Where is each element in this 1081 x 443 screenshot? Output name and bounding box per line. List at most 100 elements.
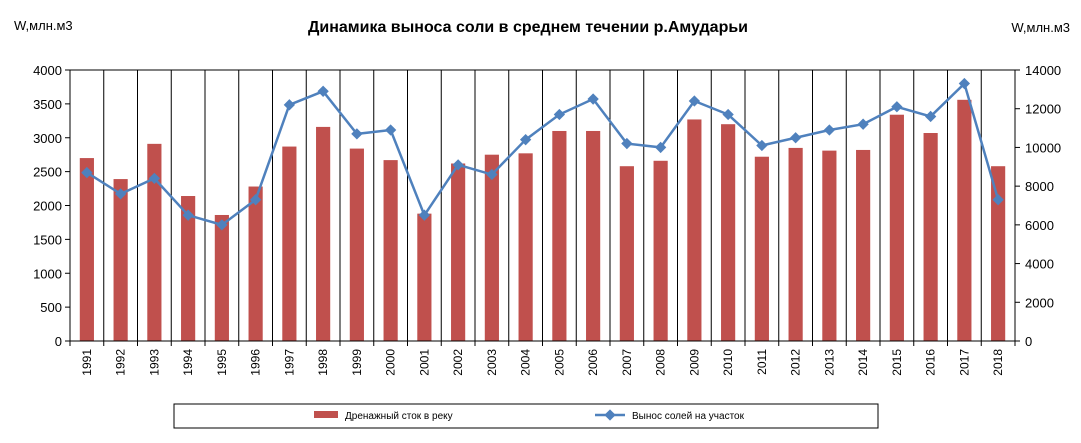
- legend: Дренажный сток в реку Вынос солей на уча…: [173, 403, 879, 429]
- bar: [991, 166, 1006, 341]
- line-point: [182, 209, 194, 221]
- bar: [687, 119, 702, 342]
- left-axis-unit-label: W,млн.м3: [14, 18, 73, 33]
- x-tick-label: 2009: [687, 349, 701, 376]
- x-tick-label: 2016: [924, 349, 938, 376]
- x-tick-label: 1999: [350, 349, 364, 376]
- x-tick-label: 1991: [80, 349, 94, 376]
- x-tick-label: 1996: [249, 349, 263, 376]
- bar: [113, 179, 128, 341]
- bar: [181, 196, 196, 341]
- line-point: [654, 141, 667, 154]
- left-tick-label: 500: [40, 300, 62, 315]
- line-point: [789, 132, 802, 144]
- bar: [316, 126, 331, 341]
- legend-label-line: Вынос солей на участок: [632, 411, 745, 422]
- line-point: [823, 124, 836, 136]
- x-tick-label: 2008: [654, 349, 668, 376]
- x-tick-label: 1994: [181, 349, 195, 376]
- bar: [518, 153, 533, 341]
- line-point: [351, 128, 363, 140]
- line-point: [418, 209, 431, 221]
- line-point: [621, 137, 633, 150]
- x-tick-label: 2015: [890, 349, 904, 376]
- line-point: [249, 194, 262, 206]
- line-point: [891, 101, 903, 113]
- bar: [822, 150, 837, 341]
- x-tick-label: 2002: [451, 349, 465, 376]
- line-point: [384, 124, 397, 136]
- x-tick-label: 2006: [586, 349, 600, 376]
- right-axis-unit-label: W,млн.м3: [1011, 20, 1070, 35]
- x-tick-label: 2000: [384, 349, 398, 376]
- line-point: [486, 168, 498, 181]
- x-tick-label: 2005: [552, 349, 566, 376]
- left-tick-label: 0: [55, 334, 62, 349]
- bar: [653, 160, 668, 341]
- right-tick-label: 4000: [1025, 257, 1054, 272]
- bar: [754, 156, 769, 341]
- bar: [923, 133, 938, 341]
- x-tick-label: 2010: [721, 349, 735, 376]
- bar: [282, 146, 297, 341]
- line-point: [756, 139, 768, 152]
- bar: [451, 163, 466, 341]
- left-tick-label: 4000: [33, 63, 62, 78]
- bar: [383, 160, 398, 341]
- left-tick-label: 2000: [33, 199, 62, 214]
- line-point: [283, 99, 296, 111]
- left-tick-label: 2500: [33, 165, 62, 180]
- chart-title: Динамика выноса соли в среднем течении р…: [308, 19, 748, 36]
- legend-swatch-bar: [314, 411, 338, 418]
- right-tick-label: 12000: [1025, 102, 1061, 117]
- bar: [957, 99, 972, 341]
- x-tick-label: 1992: [114, 349, 128, 376]
- bar: [889, 114, 904, 341]
- tick-labels: 0 500 1000 1500 2000 2500 3000 3500 4000 0 2000 400…: [33, 63, 1061, 376]
- bar-series: [79, 99, 1006, 342]
- bar: [147, 143, 162, 341]
- legend-swatch-marker: [604, 409, 616, 421]
- x-tick-label: 2013: [822, 349, 836, 376]
- bar: [79, 158, 94, 341]
- legend-label-bar: Дренажный сток в реку: [345, 411, 453, 422]
- bar: [788, 147, 803, 341]
- x-tick-label: 2007: [620, 349, 634, 376]
- x-tick-label: 2018: [991, 349, 1005, 376]
- line-point: [992, 194, 1004, 206]
- bar: [619, 166, 634, 341]
- bar: [214, 214, 229, 341]
- grid-lines: [103, 70, 982, 341]
- x-tick-label: 2003: [485, 349, 499, 376]
- bar: [349, 148, 364, 341]
- bar: [856, 149, 871, 341]
- right-tick-label: 0: [1025, 334, 1032, 349]
- bar: [552, 130, 567, 341]
- x-tick-label: 1993: [147, 349, 161, 376]
- left-tick-label: 1000: [33, 266, 62, 281]
- right-tick-label: 14000: [1025, 63, 1061, 78]
- left-tick-label: 3500: [33, 97, 62, 112]
- right-tick-label: 6000: [1025, 218, 1054, 233]
- x-tick-label: 2001: [417, 349, 431, 376]
- right-tick-label: 2000: [1025, 295, 1054, 310]
- x-tick-label: 2017: [957, 349, 971, 376]
- x-tick-label: 2004: [519, 349, 533, 376]
- right-tick-label: 8000: [1025, 179, 1054, 194]
- x-tick-label: 1997: [282, 349, 296, 376]
- left-tick-label: 1500: [33, 232, 62, 247]
- line-point: [148, 172, 161, 185]
- line-point: [519, 134, 532, 146]
- line-point: [452, 159, 464, 171]
- series-line: [86, 81, 1000, 227]
- bar: [417, 213, 432, 341]
- line-point: [857, 118, 869, 130]
- bar: [721, 124, 736, 341]
- axes: [65, 69, 1020, 346]
- legend-box: [173, 403, 879, 429]
- bar: [248, 186, 263, 341]
- x-tick-label: 1995: [215, 349, 229, 376]
- x-tick-label: 2011: [755, 349, 769, 375]
